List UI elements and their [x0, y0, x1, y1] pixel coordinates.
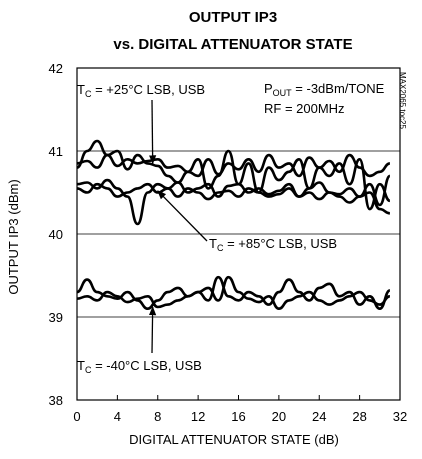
- chart-title-line2: vs. DIGITAL ATTENUATOR STATE: [113, 36, 352, 53]
- tick-label-x: 8: [154, 409, 161, 424]
- annotation-m40c-arrow: [148, 306, 157, 354]
- series-line: [76, 275, 391, 310]
- annotation-85c-arrow: [157, 190, 208, 242]
- annotation-25c-arrow: [148, 99, 157, 165]
- tick-label-x: 4: [114, 409, 121, 424]
- annotation-25c-label: TC = +25°C LSB, USB: [77, 82, 205, 99]
- tick-label-y: 39: [49, 310, 63, 325]
- series-lines: [76, 139, 391, 310]
- grid: [76, 67, 401, 401]
- tick-label-x: 12: [191, 409, 205, 424]
- annotation-85c-label: TC = +85°C LSB, USB: [209, 236, 337, 253]
- y-axis-label: OUTPUT IP3 (dBm): [6, 179, 21, 294]
- tick-label-y: 41: [49, 144, 63, 159]
- tick-label-x: 20: [272, 409, 286, 424]
- condition-pout-value: = -3dBm/TONE: [292, 81, 385, 96]
- series-line: [76, 275, 391, 310]
- condition-rf: RF = 200MHz: [264, 101, 345, 116]
- annotation-m40c-label: TC = -40°C LSB, USB: [77, 358, 202, 375]
- tick-label-x: 16: [231, 409, 245, 424]
- condition-pout-sub: OUT: [273, 88, 293, 98]
- figure-id-label: MAX2065 toc25: [398, 72, 407, 129]
- chart-title-line1: OUTPUT IP3: [189, 9, 277, 26]
- tick-label-y: 42: [49, 61, 63, 76]
- tick-labels: 0 4 8 12 16 20 24 28 32 38 39 40 41 42: [49, 61, 408, 424]
- tick-label-y: 38: [49, 393, 63, 408]
- tick-label-x: 28: [352, 409, 366, 424]
- condition-pout: POUT = -3dBm/TONE: [264, 81, 385, 98]
- tick-label-y: 40: [49, 227, 63, 242]
- series-line: [76, 174, 391, 226]
- annotation-arrows: [148, 99, 208, 354]
- series-line: [76, 149, 391, 211]
- x-axis-label: DIGITAL ATTENUATOR STATE (dB): [129, 432, 339, 447]
- condition-pout-p: P: [264, 81, 273, 96]
- series-line: [76, 182, 391, 215]
- tick-label-x: 0: [73, 409, 80, 424]
- tick-label-x: 24: [312, 409, 326, 424]
- tick-label-x: 32: [393, 409, 407, 424]
